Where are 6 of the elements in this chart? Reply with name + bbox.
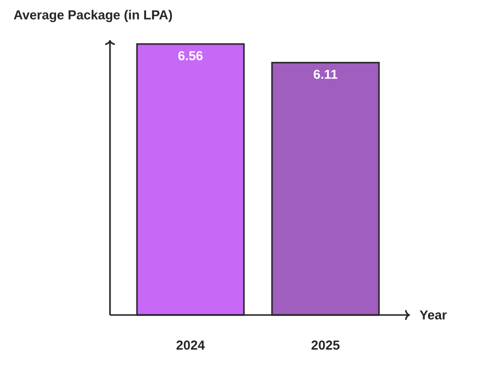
y-axis-title: Average Package (in LPA) bbox=[14, 10, 172, 22]
x-axis-title: Year bbox=[420, 310, 447, 320]
data-label: 6.11 bbox=[314, 70, 338, 79]
x-tick-label: 2024 bbox=[176, 340, 205, 350]
x-tick-label: 2025 bbox=[312, 340, 340, 350]
data-label: 6.56 bbox=[178, 51, 203, 60]
